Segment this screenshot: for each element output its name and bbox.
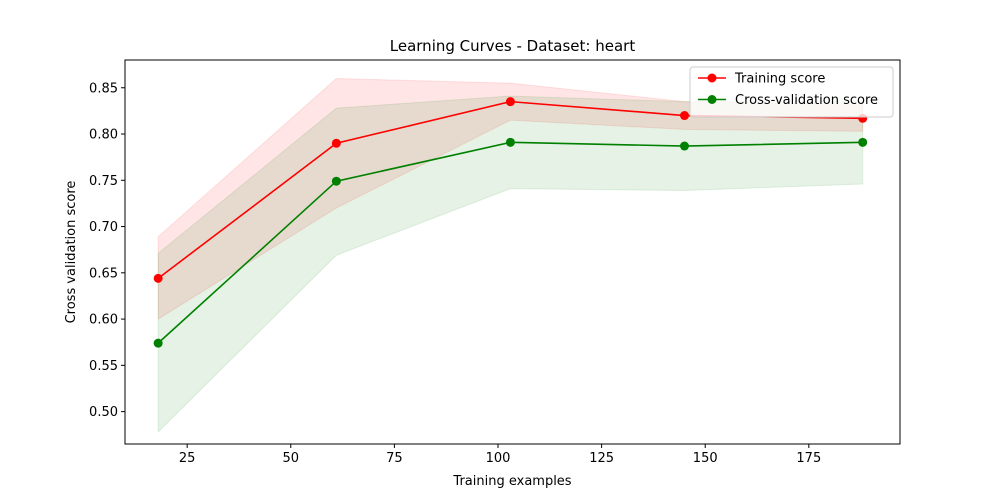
- y-tick-label: 0.60: [89, 313, 118, 328]
- data-point-training: [153, 273, 163, 283]
- data-point-training: [331, 138, 341, 148]
- data-point-cross-validation: [858, 137, 868, 147]
- legend-box: [689, 66, 894, 118]
- chart-title: Learning Curves - Dataset: heart: [390, 37, 636, 55]
- legend-marker-cross-validation: [707, 95, 717, 104]
- legend-label-cross-validation: Cross-validation score: [735, 93, 878, 108]
- x-tick-label: 175: [796, 451, 821, 466]
- x-tick-label: 125: [589, 451, 614, 466]
- x-tick-label: 75: [386, 451, 403, 466]
- y-tick-label: 0.70: [89, 220, 118, 235]
- confidence-band-training: [157, 78, 864, 320]
- x-tick-label: 50: [283, 451, 300, 466]
- data-point-cross-validation: [679, 141, 689, 151]
- y-axis-ticks: 0.50 0.55 0.60 0.65 0.70 0.75 0.80 0.85: [89, 81, 125, 420]
- series-lines: [153, 97, 868, 348]
- data-point-cross-validation: [505, 137, 515, 147]
- data-point-training: [679, 111, 689, 121]
- data-point-cross-validation: [331, 176, 341, 186]
- x-tick-label: 150: [693, 451, 718, 466]
- legend-entries: Training score Cross-validation score: [698, 72, 878, 108]
- data-point-cross-validation: [153, 338, 163, 348]
- x-axis-label: Training examples: [452, 474, 571, 489]
- plot-frame: [124, 59, 901, 445]
- data-point-training: [505, 97, 515, 107]
- y-tick-label: 0.85: [89, 81, 118, 96]
- y-tick-label: 0.75: [89, 174, 118, 189]
- y-tick-label: 0.65: [89, 266, 118, 281]
- y-axis-label: Cross validation score: [64, 181, 79, 324]
- x-tick-label: 25: [179, 451, 196, 466]
- y-tick-label: 0.55: [89, 359, 118, 374]
- y-tick-label: 0.50: [89, 405, 118, 420]
- y-tick-label: 0.80: [89, 128, 118, 143]
- x-tick-label: 100: [486, 451, 511, 466]
- legend: Training score Cross-validation score: [689, 66, 894, 118]
- legend-marker-training: [707, 73, 717, 83]
- x-axis-ticks: 25 50 75 100 125 150 175: [179, 444, 821, 466]
- legend-label-training: Training score: [734, 72, 825, 87]
